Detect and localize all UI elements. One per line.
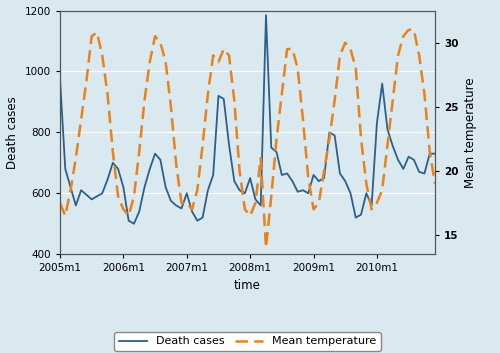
Line: Mean temperature: Mean temperature [60,30,435,248]
Death cases [110,161,116,165]
Mean temperature [411,28,417,32]
Y-axis label: Mean temperature: Mean temperature [464,77,477,188]
Mean temperature [406,28,411,32]
Mean temperature [274,137,280,141]
Mean temperature [110,149,116,154]
Mean temperature [432,181,438,186]
Mean temperature [57,201,63,205]
Mean temperature [263,246,269,250]
Death cases [432,151,438,156]
Line: Death cases: Death cases [60,15,435,224]
X-axis label: time: time [234,279,261,292]
Death cases [131,222,137,226]
Mean temperature [300,118,306,122]
Death cases [279,173,285,177]
Mean temperature [184,201,190,205]
Death cases [305,191,311,195]
Death cases [263,13,269,17]
Legend: Death cases, Mean temperature: Death cases, Mean temperature [114,332,380,351]
Y-axis label: Death cases: Death cases [6,96,19,169]
Death cases [321,176,327,180]
Mean temperature [316,201,322,205]
Death cases [189,209,195,214]
Death cases [57,77,63,81]
Death cases [411,158,417,162]
